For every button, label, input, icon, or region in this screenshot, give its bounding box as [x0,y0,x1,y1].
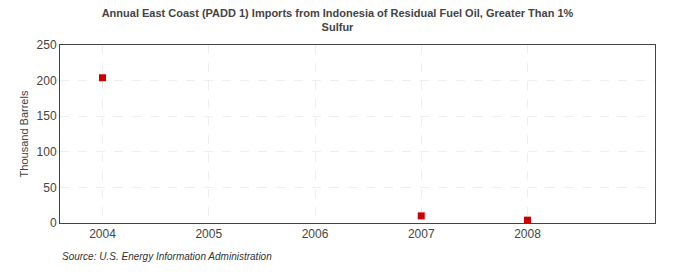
svg-text:150: 150 [37,109,57,123]
svg-text:2006: 2006 [302,227,329,241]
svg-text:50: 50 [43,181,57,195]
svg-text:Source: U.S. Energy Informatio: Source: U.S. Energy Information Administ… [62,251,272,262]
svg-text:2007: 2007 [408,227,435,241]
svg-text:2004: 2004 [89,227,116,241]
svg-text:250: 250 [37,38,57,52]
svg-text:2008: 2008 [514,227,541,241]
svg-text:Annual East Coast (PADD 1) Imp: Annual East Coast (PADD 1) Imports from … [102,7,574,33]
svg-text:Thousand Barrels: Thousand Barrels [18,90,30,177]
svg-text:200: 200 [37,74,57,88]
svg-text:100: 100 [37,145,57,159]
svg-text:0: 0 [50,216,57,230]
svg-text:2005: 2005 [195,227,222,241]
